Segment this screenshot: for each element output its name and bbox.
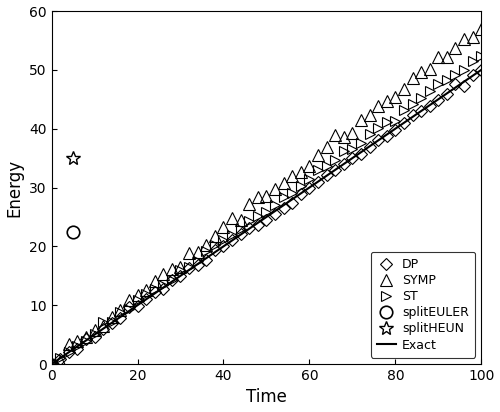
ST xyxy=(178,267,184,272)
DP xyxy=(143,296,149,301)
ST xyxy=(186,265,192,269)
SYMP xyxy=(48,362,54,367)
ST xyxy=(143,292,149,297)
ST xyxy=(478,54,484,59)
DP xyxy=(470,73,476,77)
SYMP xyxy=(178,265,184,269)
SYMP xyxy=(186,250,192,255)
DP xyxy=(186,266,192,271)
Exact xyxy=(48,362,54,367)
SYMP xyxy=(358,117,364,122)
X-axis label: Time: Time xyxy=(246,389,287,407)
ST xyxy=(470,59,476,64)
Exact xyxy=(304,187,310,192)
Exact xyxy=(401,120,407,125)
DP xyxy=(178,274,184,279)
Y-axis label: Energy: Energy xyxy=(6,159,24,217)
Exact xyxy=(478,68,484,73)
DP xyxy=(478,67,484,72)
DP xyxy=(332,168,338,173)
SYMP xyxy=(478,27,484,32)
Legend: DP, SYMP, ST, splitEULER, splitHEUN, Exact: DP, SYMP, ST, splitEULER, splitHEUN, Exa… xyxy=(370,252,475,358)
Line: Exact: Exact xyxy=(52,70,482,364)
ST xyxy=(332,158,338,163)
Line: ST: ST xyxy=(46,52,486,369)
SYMP xyxy=(332,133,338,138)
DP xyxy=(358,151,364,156)
SYMP xyxy=(143,288,149,293)
Line: SYMP: SYMP xyxy=(46,24,487,370)
Exact xyxy=(252,222,258,227)
Line: DP: DP xyxy=(48,66,486,368)
ST xyxy=(48,362,54,367)
DP xyxy=(48,362,54,367)
Exact xyxy=(281,202,287,207)
ST xyxy=(358,140,364,145)
Exact xyxy=(255,220,261,225)
Exact xyxy=(468,75,474,80)
SYMP xyxy=(470,34,476,39)
